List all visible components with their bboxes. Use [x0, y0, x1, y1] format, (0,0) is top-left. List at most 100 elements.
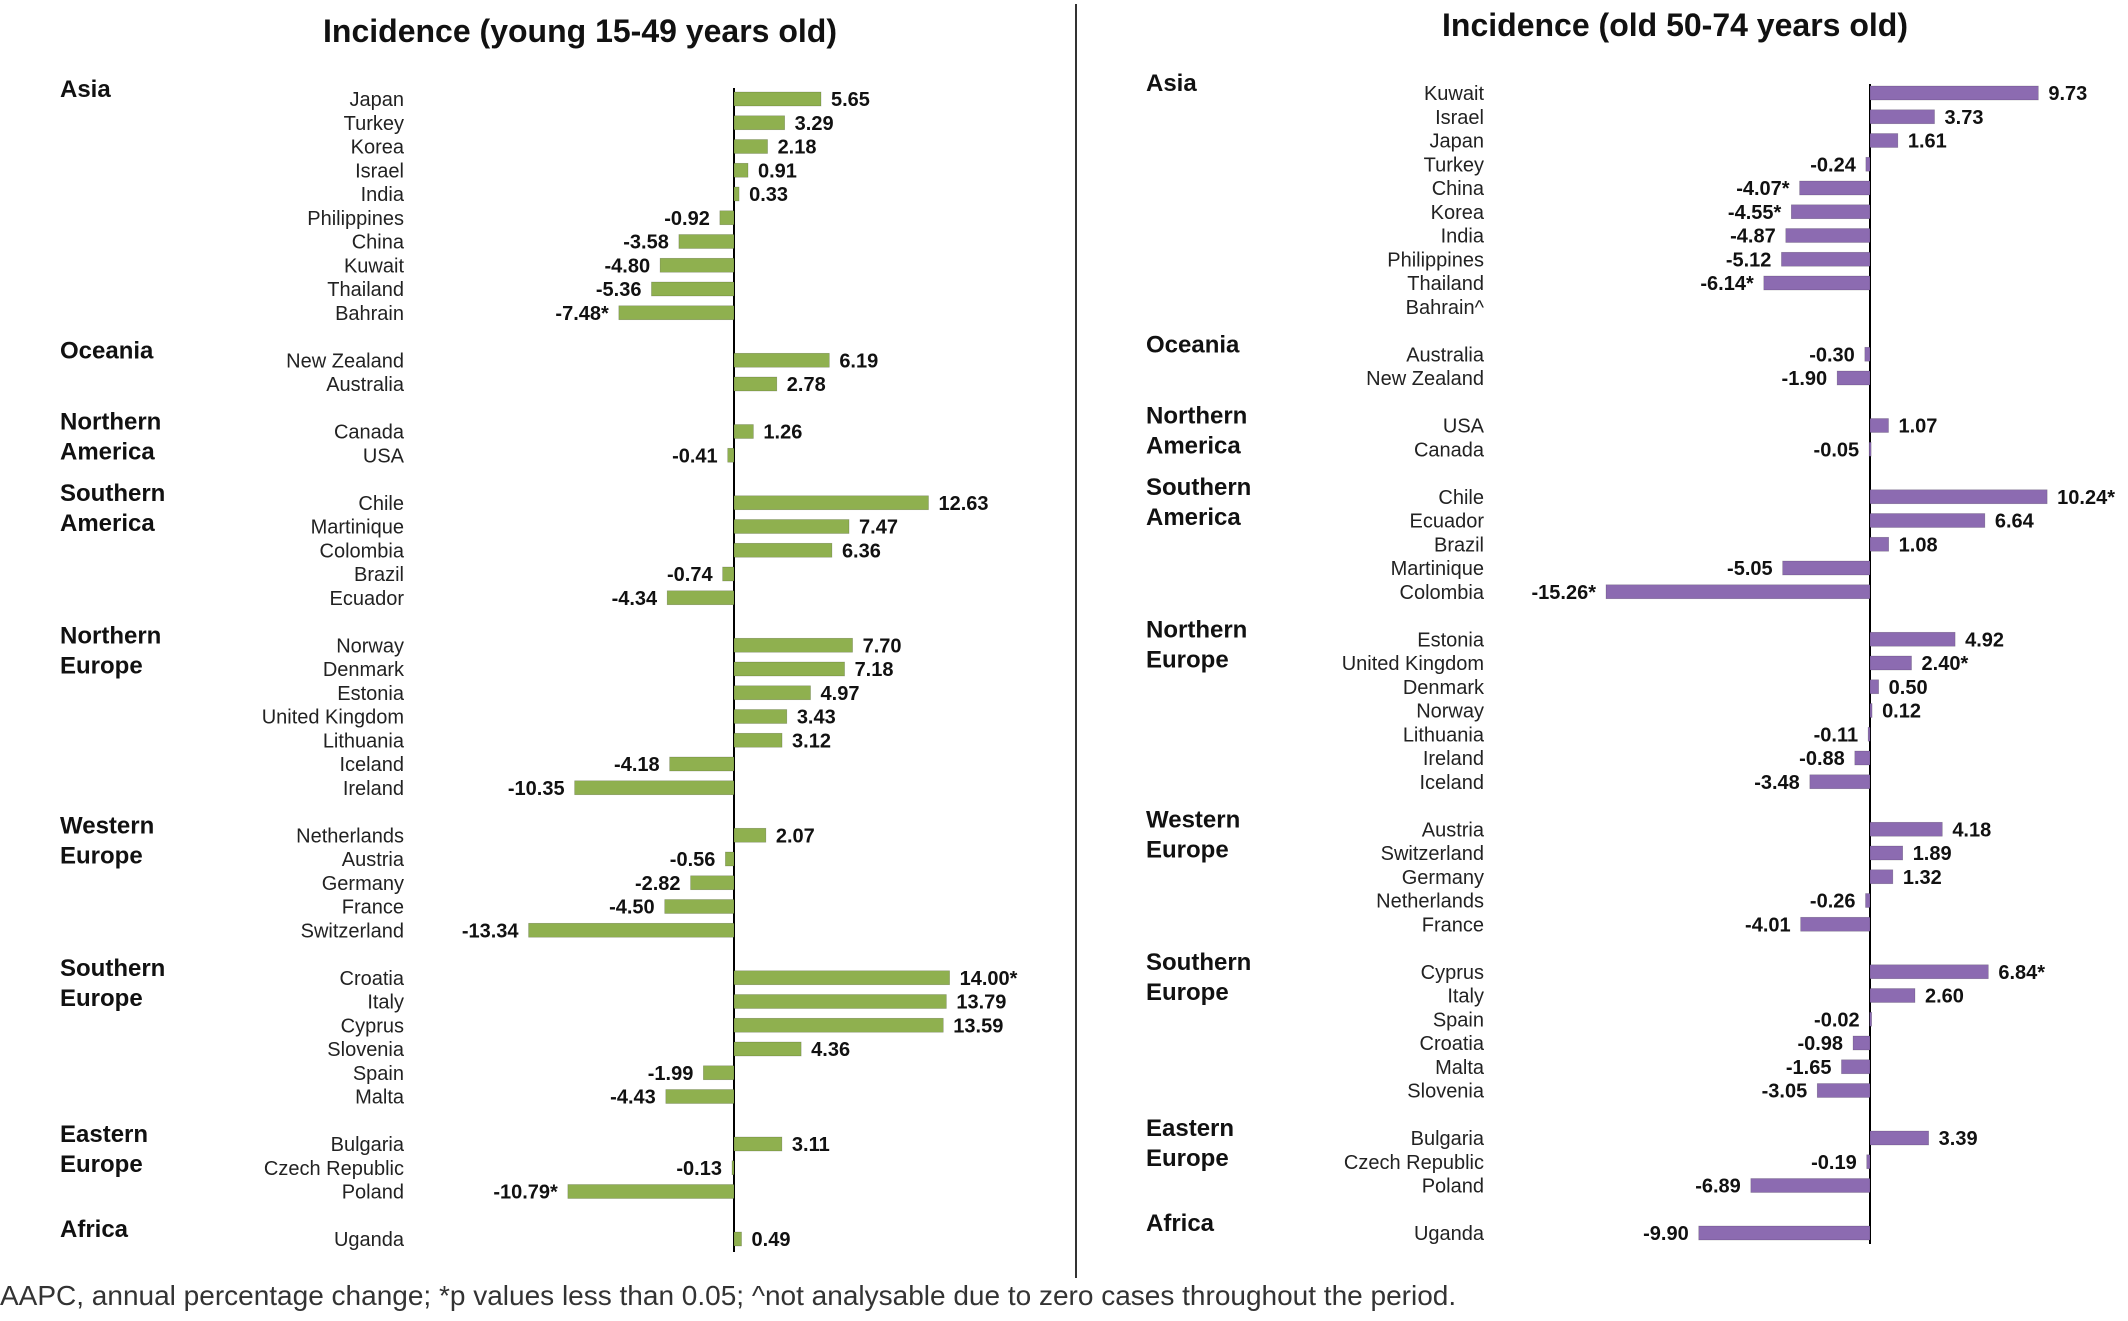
panel1-bar-united-kingdom	[733, 709, 788, 724]
panel1-data-label: 5.65	[831, 89, 870, 111]
panel1-bar-china	[678, 234, 735, 249]
panel2-country-label: Ireland	[1423, 748, 1484, 770]
panel2-bar-austria	[1869, 821, 1943, 837]
panel2-bar-ecuador	[1869, 513, 1986, 528]
panel2-data-label: 9.73	[2048, 83, 2087, 105]
panel2-data-label: 10.24*	[2057, 487, 2115, 509]
panel1-data-label: 14.00*	[960, 968, 1018, 990]
panel2-bar-india	[1785, 228, 1871, 243]
panel1-bar-korea	[733, 139, 768, 154]
panel1-country-label: Colombia	[320, 540, 405, 562]
panel2-data-label: 6.64	[1995, 511, 2035, 533]
panel1-country-label: Croatia	[340, 968, 405, 990]
panel1-data-label: -4.80	[604, 255, 650, 277]
panel2-country-label: Czech Republic	[1344, 1152, 1484, 1174]
panel1-country-label: Philippines	[307, 208, 404, 230]
panel2-data-label: 3.73	[1945, 107, 1984, 129]
panel1-data-label: 7.47	[859, 517, 898, 539]
panel1-bar-uganda	[733, 1231, 742, 1247]
panel2-bar-switzerland	[1869, 845, 1903, 861]
panel1-bar-spain	[703, 1065, 735, 1081]
panel2-bar-norway	[1869, 703, 1873, 718]
panel2-country-label: Norway	[1416, 701, 1484, 723]
panel1-bar-netherlands	[733, 827, 767, 843]
panel2-data-label: 3.39	[1939, 1128, 1978, 1150]
panel1-data-label: 7.18	[855, 659, 894, 681]
panel1-country-label: Lithuania	[323, 730, 405, 752]
panel2-bar-usa	[1869, 418, 1889, 433]
panel2-country-label: Chile	[1438, 487, 1484, 509]
panel1-bar-france	[664, 899, 735, 914]
panel1-bar-italy	[733, 994, 947, 1009]
panel2-data-label: 1.61	[1908, 131, 1947, 153]
panel1-data-label: -1.99	[648, 1063, 694, 1085]
panel1-country-label: Denmark	[323, 659, 405, 681]
panel1-data-label: 0.33	[749, 184, 788, 206]
panel1-bar-turkey	[733, 115, 785, 131]
panel1-country-label: Norway	[336, 635, 404, 657]
panel1-country-label: Estonia	[337, 683, 405, 705]
panel1-bar-thailand	[651, 281, 735, 297]
panel2-country-label: Spain	[1433, 1009, 1484, 1031]
panel2-data-label: -3.48	[1754, 772, 1800, 794]
panel1-region-northern-america: Northern America	[60, 409, 161, 466]
panel1-region-oceania: Oceania	[60, 337, 154, 364]
panel1-country-label: Italy	[367, 992, 404, 1014]
panel1-data-label: 0.49	[752, 1229, 791, 1251]
panel1-data-label: -13.34	[462, 920, 520, 942]
panel1-data-label: -10.79*	[493, 1182, 558, 1204]
panel1-country-label: Malta	[355, 1087, 405, 1109]
panel2-country-label: Martinique	[1391, 558, 1484, 580]
panel1-bar-ireland	[574, 780, 735, 796]
panel1-data-label: -4.18	[614, 754, 660, 776]
panel1-bar-cyprus	[733, 1017, 944, 1033]
panel2-country-label: Ecuador	[1410, 511, 1485, 533]
panel1-data-label: -0.41	[672, 445, 718, 467]
panel1-bar-ecuador	[666, 590, 735, 606]
panel1-data-label: -5.36	[596, 279, 642, 301]
panel1-country-label: India	[361, 184, 405, 206]
panel1-data-label: -4.34	[612, 588, 658, 610]
panel1-bar-israel	[733, 162, 749, 178]
panel1-bar-japan	[733, 91, 822, 107]
panel2-country-label: Estonia	[1417, 629, 1485, 651]
panel2-bar-thailand	[1763, 275, 1871, 291]
panel1-country-label: Thailand	[327, 279, 404, 301]
panel2-data-label: -0.98	[1797, 1033, 1843, 1055]
panel2-country-label: Slovenia	[1407, 1081, 1485, 1103]
panel1-country-label: Switzerland	[301, 920, 404, 942]
panel1-data-label: 4.97	[821, 683, 860, 705]
panel1-title: Incidence (young 15-49 years old)	[323, 13, 837, 49]
panel1-region-eastern-europe: Eastern Europe	[60, 1121, 148, 1178]
panel2-bar-new-zealand	[1836, 370, 1871, 386]
panel2-data-label: -1.65	[1786, 1057, 1832, 1079]
panel1-country-label: Iceland	[340, 754, 405, 776]
panel2-data-label: -0.11	[1814, 724, 1858, 746]
panel2-bar-kuwait	[1869, 85, 2039, 101]
panel1-bar-croatia	[733, 970, 950, 986]
panel2-data-label: -5.12	[1726, 249, 1772, 271]
panel2-bar-bulgaria	[1869, 1130, 1929, 1146]
panel2-country-label: Canada	[1414, 439, 1485, 461]
panel2-country-label: China	[1432, 178, 1485, 200]
panel2-bar-colombia	[1605, 584, 1871, 600]
panel2-country-label: Iceland	[1420, 772, 1485, 794]
panel1-data-label: -0.74	[667, 564, 713, 586]
panel1-country-label: Bahrain	[335, 303, 404, 325]
panel1-data-label: 4.36	[811, 1039, 850, 1061]
panel1-data-label: -0.92	[664, 208, 710, 230]
panel1-data-label: 2.78	[787, 374, 826, 396]
panel2-bar-spain	[1869, 1011, 1872, 1027]
panel1-bar-bahrain	[618, 305, 735, 321]
panel2-data-label: 1.08	[1899, 534, 1938, 556]
panel2-country-label: Korea	[1431, 202, 1485, 224]
panel1-country-label: France	[342, 897, 404, 919]
panel1-data-label: 13.79	[956, 992, 1006, 1014]
panel1-data-label: -3.58	[623, 232, 669, 254]
panel2-region-eastern-europe: Eastern Europe	[1146, 1115, 1234, 1172]
panel2-region-northern-europe: Northern Europe	[1146, 616, 1247, 673]
panel2-bar-turkey	[1865, 156, 1871, 172]
panel1-country-label: Czech Republic	[264, 1158, 404, 1180]
panel1-country-label: United Kingdom	[262, 707, 404, 729]
